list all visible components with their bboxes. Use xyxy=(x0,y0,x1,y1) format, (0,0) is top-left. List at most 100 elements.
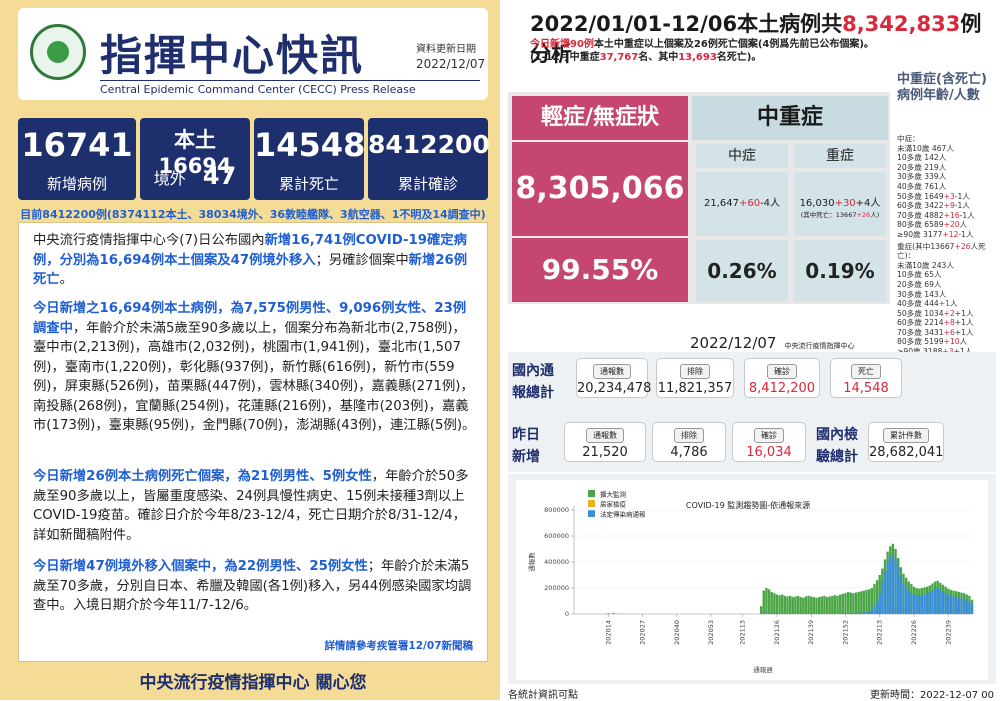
x-tick-label: 202152 xyxy=(841,620,849,645)
bar-expanded xyxy=(815,598,817,614)
bar-notifiable xyxy=(778,613,780,614)
bar-notifiable xyxy=(968,601,970,614)
footer-text: 中央流行疫情指揮中心 關心您 xyxy=(18,668,488,693)
age-row: 60多歲 2214+8+1人 xyxy=(897,318,997,328)
age-row: ≥90歲 3177+12-1人 xyxy=(897,230,997,240)
imported-value: 47 xyxy=(203,162,236,190)
analysis-panel: 2022/01/01-12/06本土病例共8,342,833例分析 今日新增90… xyxy=(500,0,1000,700)
bar-expanded xyxy=(792,597,794,614)
bar-expanded xyxy=(776,595,778,615)
legend-label: 法定傳染病通報 xyxy=(600,510,646,519)
bar-expanded xyxy=(778,595,780,614)
bar-notifiable xyxy=(770,613,772,614)
press-text-box: 中央流行疫情指揮中心今(7)日公布國內新增16,741例COVID-19確定病例… xyxy=(18,222,488,662)
new-cases-label: 新增病例 xyxy=(18,173,136,194)
stat-new-cases: 16741 新增病例 xyxy=(18,118,136,200)
bar-notifiable xyxy=(923,595,925,615)
severe-header: 中重症 xyxy=(692,96,888,140)
mild-percent: 99.55% xyxy=(512,238,688,302)
page-title: 指揮中心快訊 xyxy=(100,22,364,83)
bar-notifiable xyxy=(871,610,873,614)
bar-notifiable xyxy=(960,598,962,614)
bar-expanded xyxy=(770,592,772,614)
bar-notifiable xyxy=(939,589,941,614)
y-tick-label: 600000 xyxy=(544,532,569,540)
bar-notifiable xyxy=(931,591,933,614)
age-title: 中重症(含死亡)病例年齡/人數 xyxy=(897,72,997,104)
bar-notifiable xyxy=(947,595,949,615)
x-tick-label: 202226 xyxy=(910,620,918,645)
bar-notifiable xyxy=(966,600,968,614)
update-label: 資料更新日期 xyxy=(416,42,485,57)
bar-notifiable xyxy=(886,562,888,614)
y-tick-label: 0 xyxy=(565,610,569,618)
bar-expanded xyxy=(828,596,830,614)
bar-expanded xyxy=(857,592,859,614)
bar-expanded xyxy=(763,591,765,614)
age-row: 10多歲 142人 xyxy=(897,153,997,163)
bar-expanded xyxy=(810,596,812,614)
bar-notifiable xyxy=(868,611,870,614)
bar-expanded xyxy=(826,597,828,614)
bar-notifiable xyxy=(900,576,902,614)
bar-expanded xyxy=(863,591,865,614)
update-time: 更新時間：2022-12-07 00 xyxy=(870,686,994,701)
y-tick-label: 800000 xyxy=(544,506,569,514)
bar-notifiable xyxy=(842,613,844,614)
bar-expanded xyxy=(789,596,791,614)
reference-link[interactable]: 詳情請參考疾管署12/07新聞稿 xyxy=(324,638,473,653)
age-row: 40多歲 444+1人 xyxy=(897,299,997,309)
y-tick-label: 400000 xyxy=(544,558,569,566)
x-tick-label: 202239 xyxy=(944,620,952,645)
bar-notifiable xyxy=(963,599,965,614)
bar-notifiable xyxy=(905,587,907,614)
bar-expanded xyxy=(773,593,775,614)
critical-header: 重症 xyxy=(794,144,886,168)
x-tick-label: 202040 xyxy=(673,620,681,645)
critical-percent: 0.19% xyxy=(794,240,886,302)
bar-notifiable xyxy=(879,593,881,614)
age-row: 70多歲 4882+16-1人 xyxy=(897,211,997,221)
bar-expanded xyxy=(607,613,609,614)
moderate-header: 中症 xyxy=(696,144,788,168)
bar-expanded xyxy=(768,589,770,614)
bar-expanded xyxy=(844,593,846,614)
bar-notifiable xyxy=(934,589,936,614)
bar-notifiable xyxy=(768,613,770,614)
bar-expanded xyxy=(850,593,852,614)
bar-notifiable xyxy=(881,582,883,615)
bar-notifiable xyxy=(913,595,915,615)
x-axis-label: 通報週 xyxy=(753,665,773,674)
imported-label: 境外 xyxy=(154,169,186,188)
bar-notifiable xyxy=(952,596,954,614)
bar-expanded xyxy=(807,596,809,614)
bar-expanded xyxy=(781,595,783,615)
bar-expanded xyxy=(834,595,836,614)
bar-expanded xyxy=(839,595,841,615)
bar-notifiable xyxy=(937,588,939,614)
bar-expanded xyxy=(805,596,807,614)
bar-notifiable xyxy=(926,593,928,614)
bar-notifiable xyxy=(889,557,891,614)
y-tick-label: 200000 xyxy=(544,584,569,592)
deaths-value: 14548 xyxy=(254,126,364,164)
bar-notifiable xyxy=(765,612,767,614)
bar-expanded xyxy=(784,596,786,614)
legend-label: 居家檢疫 xyxy=(600,500,627,509)
age-row: 40多歲 761人 xyxy=(897,182,997,192)
bar-notifiable xyxy=(915,595,917,614)
bottom-note[interactable]: 各統計資訊可點 xyxy=(508,686,578,701)
bar-expanded xyxy=(813,597,815,614)
bar-expanded xyxy=(799,597,801,614)
mild-value: 8,305,066人 xyxy=(512,142,688,236)
bar-notifiable xyxy=(908,591,910,614)
